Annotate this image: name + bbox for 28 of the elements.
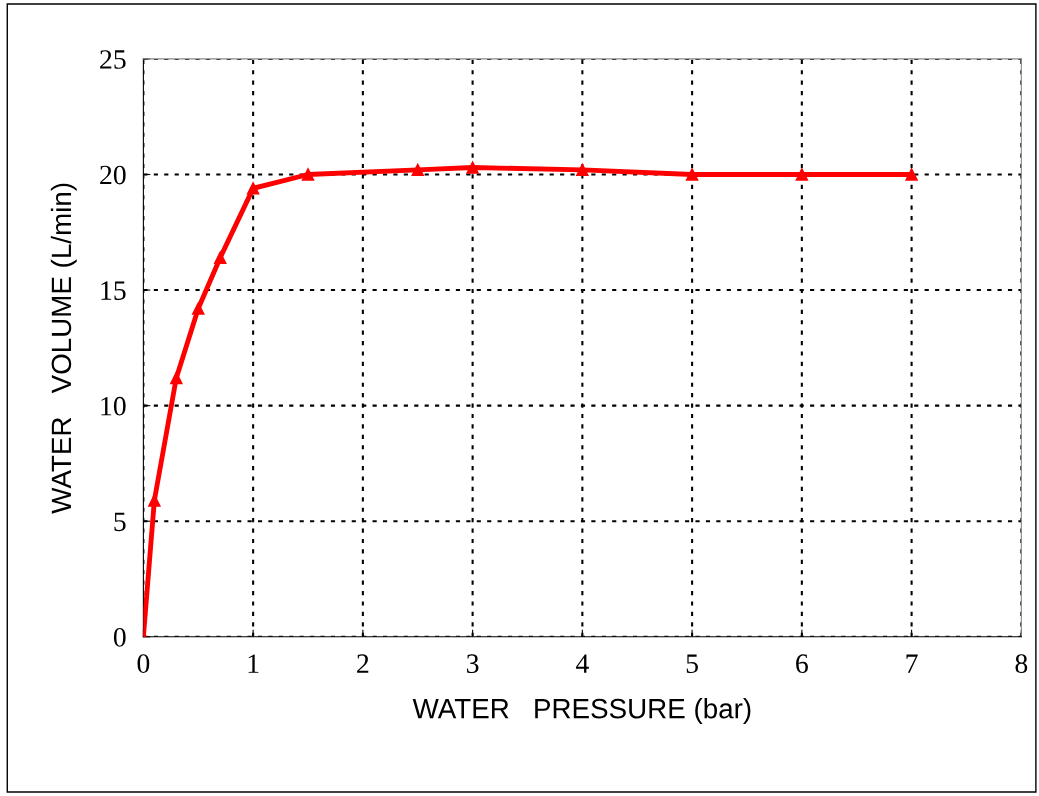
x-tick-label: 3 bbox=[467, 654, 479, 674]
point bbox=[576, 163, 589, 177]
point bbox=[246, 182, 260, 195]
x-tick-label: 6 bbox=[796, 654, 808, 674]
x-axis-title: WATER PRESSURE (bar) bbox=[412, 698, 751, 724]
point bbox=[192, 302, 205, 315]
y-tick-label: 0 bbox=[113, 627, 126, 647]
point bbox=[905, 168, 918, 181]
x-tick-label: 7 bbox=[906, 654, 918, 673]
point bbox=[466, 161, 479, 174]
y-tick-label: 20 bbox=[100, 165, 126, 185]
y-tick-label: 25 bbox=[100, 50, 126, 69]
x-tick-label: 5 bbox=[686, 654, 698, 674]
x-tick-label: 8 bbox=[1015, 654, 1028, 674]
y-axis-title: WATER VOLUME (L/min) bbox=[50, 183, 77, 514]
x-tick-label: 2 bbox=[357, 654, 369, 673]
point bbox=[301, 168, 315, 181]
point bbox=[795, 168, 809, 181]
y-tick-label: 15 bbox=[101, 281, 126, 300]
point bbox=[170, 371, 183, 385]
y-tick-label: 10 bbox=[101, 396, 126, 416]
point bbox=[411, 163, 424, 177]
point bbox=[213, 251, 227, 264]
point bbox=[685, 168, 699, 181]
x-tick-label: 0 bbox=[137, 654, 150, 674]
x-tick-label: 1 bbox=[248, 654, 259, 673]
x-tick-label: 4 bbox=[575, 654, 589, 673]
y-tick-label: 5 bbox=[114, 512, 126, 532]
